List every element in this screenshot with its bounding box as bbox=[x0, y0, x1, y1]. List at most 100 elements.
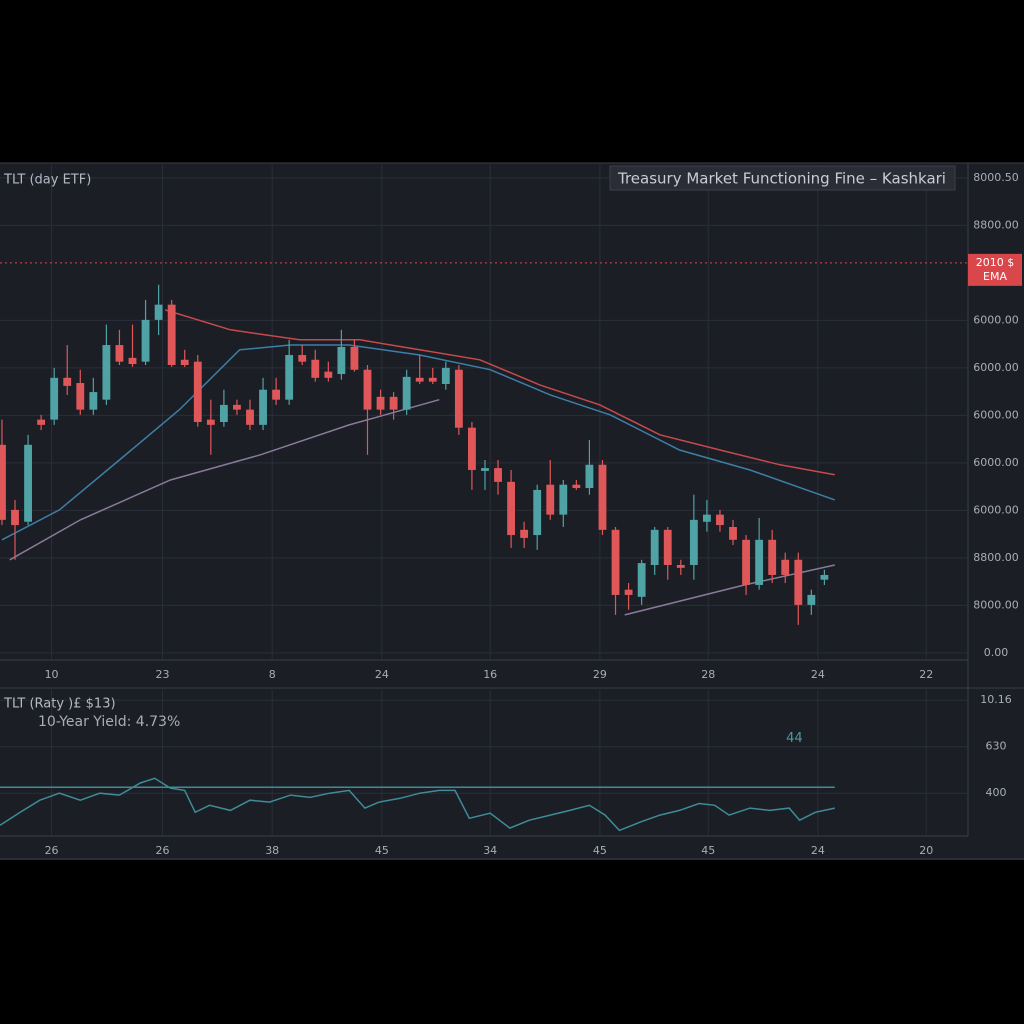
candle-body bbox=[650, 529, 659, 565]
candle-body bbox=[676, 564, 685, 568]
candle-body bbox=[637, 563, 646, 597]
candle-body bbox=[389, 396, 398, 410]
candle-body bbox=[454, 369, 463, 428]
headline: Treasury Market Functioning Fine – Kashk… bbox=[617, 170, 946, 188]
candle-body bbox=[233, 404, 241, 410]
y-tick-label: 630 bbox=[986, 740, 1007, 753]
headline-box bbox=[609, 165, 956, 191]
candle-body bbox=[689, 519, 698, 565]
price-tag-label: EMA bbox=[983, 270, 1007, 283]
candle-body bbox=[285, 355, 294, 400]
price-tag-label: 2010 $ bbox=[976, 256, 1015, 269]
candle-body bbox=[598, 464, 607, 530]
candle-body bbox=[311, 359, 320, 378]
y-tick-label: 6000.00 bbox=[973, 361, 1019, 374]
candle-body bbox=[611, 529, 620, 595]
candle-body bbox=[533, 489, 542, 536]
x-tick-label: 28 bbox=[701, 668, 715, 681]
candle-body bbox=[180, 359, 189, 365]
candle-body bbox=[337, 346, 346, 375]
y-tick-label: 8000.00 bbox=[973, 598, 1019, 611]
candle-body bbox=[794, 559, 803, 605]
candle-body bbox=[663, 529, 672, 565]
y-tick-label: 0.00 bbox=[984, 646, 1009, 659]
candle-body bbox=[363, 369, 372, 410]
candle-body bbox=[376, 396, 385, 410]
candle-body bbox=[428, 377, 437, 382]
price-tag bbox=[968, 253, 1022, 286]
y-tick-label: 10.16 bbox=[980, 693, 1012, 706]
candle-body bbox=[128, 357, 137, 365]
candle-body bbox=[546, 484, 555, 515]
candle-body bbox=[729, 526, 737, 540]
candle-body bbox=[50, 377, 59, 420]
candle-body bbox=[63, 377, 72, 386]
candle-body bbox=[441, 367, 450, 384]
candle-body bbox=[0, 444, 6, 520]
x-tick-label: 22 bbox=[919, 668, 933, 681]
candle-body bbox=[572, 484, 581, 489]
x-tick-label: 10 bbox=[45, 668, 59, 681]
candle-body bbox=[415, 377, 424, 382]
x-tick-label: 29 bbox=[593, 668, 607, 681]
candle-body bbox=[193, 361, 202, 423]
candle-body bbox=[585, 464, 594, 489]
candle-body bbox=[494, 468, 502, 482]
candle-body bbox=[24, 444, 32, 522]
y-tick-label: 8800.00 bbox=[973, 551, 1019, 564]
candle-body bbox=[742, 539, 750, 585]
candle-body bbox=[272, 389, 281, 400]
candle-body bbox=[324, 371, 333, 378]
y-tick-label: 6000.00 bbox=[973, 313, 1019, 326]
pane-subtitle: 10-Year Yield: 4.73% bbox=[38, 714, 180, 730]
candle-body bbox=[246, 409, 254, 425]
candle-body bbox=[468, 427, 476, 470]
x-tick-label: 8 bbox=[269, 668, 276, 681]
candle-body bbox=[624, 589, 633, 595]
candle-body bbox=[11, 509, 19, 526]
x-tick-label: 24 bbox=[375, 668, 389, 681]
candle-body bbox=[559, 484, 568, 515]
x-tick-label: 26 bbox=[156, 844, 170, 857]
y-tick-label: 8000.50 bbox=[973, 171, 1019, 184]
candle-body bbox=[402, 376, 411, 410]
marks-layer bbox=[0, 262, 968, 832]
candle-body bbox=[768, 539, 777, 575]
y-tick-label: 8800.00 bbox=[973, 218, 1019, 231]
y-tick-label: 400 bbox=[986, 786, 1007, 799]
candle-body bbox=[755, 539, 764, 585]
x-tick-label: 45 bbox=[701, 844, 715, 857]
x-tick-label: 45 bbox=[375, 844, 389, 857]
x-tick-label: 45 bbox=[593, 844, 607, 857]
candle-body bbox=[206, 419, 215, 425]
candle-body bbox=[716, 514, 724, 526]
ema-line bbox=[1, 344, 836, 541]
pane-title: TLT (Raty )£ $13) bbox=[3, 697, 116, 712]
candle-body bbox=[89, 392, 98, 410]
ema-line bbox=[164, 309, 835, 476]
candle-body bbox=[154, 304, 163, 320]
y-tick-label: 6000.00 bbox=[973, 456, 1019, 469]
candle-body bbox=[520, 529, 529, 538]
x-tick-label: 26 bbox=[45, 844, 59, 857]
candle-body bbox=[259, 389, 267, 425]
candle-body bbox=[781, 559, 790, 575]
y-tick-label: 6000.00 bbox=[973, 408, 1019, 421]
x-tick-label: 24 bbox=[811, 844, 825, 857]
y-tick-label: 6000.00 bbox=[973, 503, 1019, 516]
x-tick-label: 16 bbox=[483, 668, 497, 681]
candle-body bbox=[820, 574, 829, 580]
candle-body bbox=[141, 319, 150, 362]
candle-body bbox=[115, 345, 124, 362]
candle-body bbox=[702, 514, 711, 522]
x-tick-label: 20 bbox=[919, 844, 933, 857]
candle-body bbox=[298, 355, 307, 362]
x-tick-label: 23 bbox=[156, 668, 170, 681]
yield-line bbox=[0, 777, 835, 832]
candle-body bbox=[37, 419, 46, 425]
candle-body bbox=[167, 304, 176, 365]
candle-body bbox=[76, 383, 85, 410]
x-tick-label: 34 bbox=[483, 844, 497, 857]
